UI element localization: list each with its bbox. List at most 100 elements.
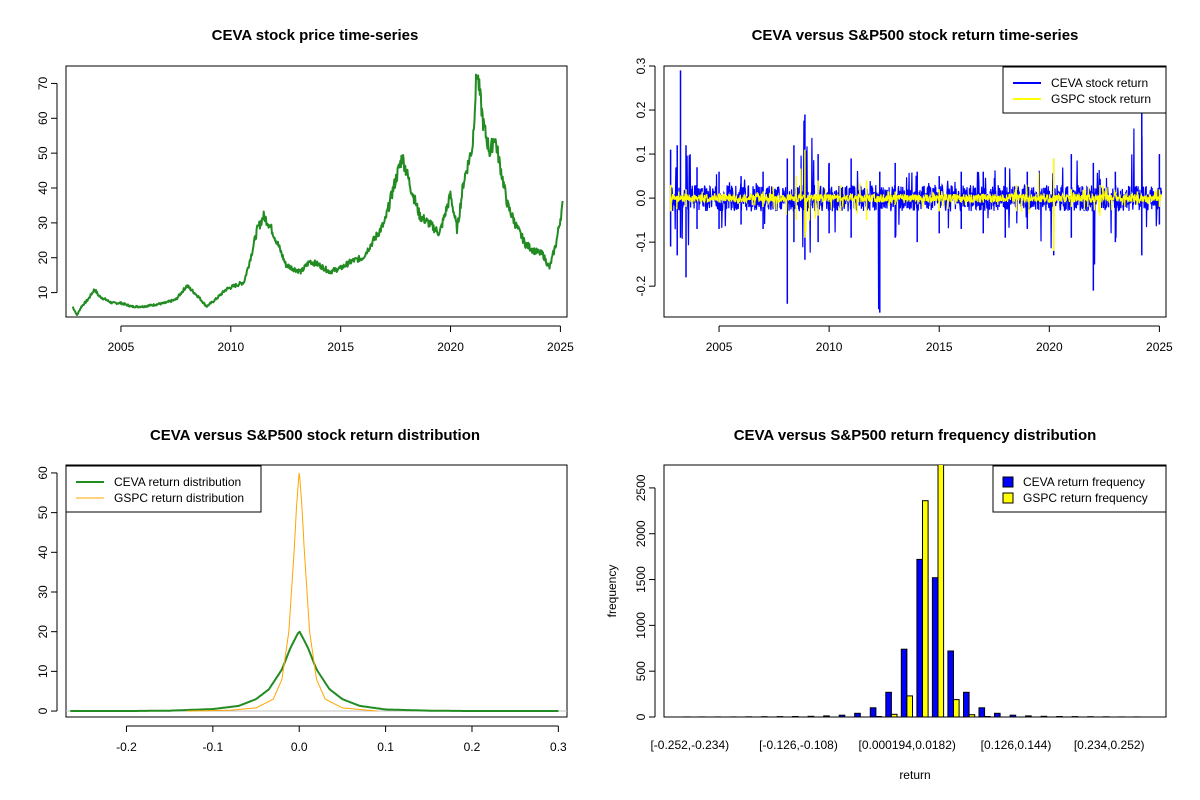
price-series-line [71, 73, 564, 317]
return-distribution-panel: CEVA versus S&P500 stock return distribu… [36, 427, 568, 754]
x-tick-label: 2015 [926, 340, 953, 354]
frequency-distribution-panel: CEVA versus S&P500 return frequency dist… [605, 427, 1167, 782]
x-tick-label: [0.000194,0.0182) [858, 738, 955, 752]
legend-label: GSPC return distribution [114, 491, 244, 505]
gspc-frequency-bar [984, 716, 991, 717]
ceva-frequency-bar [885, 691, 892, 717]
gspc-density-line [186, 472, 377, 712]
ceva-frequency-bar [1118, 716, 1125, 717]
gspc-frequency-bar [875, 716, 883, 717]
x-tick-label: 2005 [706, 340, 733, 354]
ceva-frequency-bar [683, 716, 691, 717]
ceva-frequency-bar [994, 712, 1001, 717]
x-tick-label: 2015 [327, 340, 354, 354]
gspc-frequency-bar [968, 714, 976, 717]
ceva-frequency-bar [869, 707, 877, 717]
ceva-frequency-bar [823, 715, 830, 717]
y-tick-label: 2000 [634, 520, 648, 547]
price-chart-panel: CEVA stock price time-series 2005 2010 201… [36, 27, 574, 354]
gspc-frequency-bar [890, 713, 898, 717]
frequency-distribution-title: CEVA versus S&P500 return frequency dist… [734, 427, 1097, 444]
y-tick-label: 1500 [634, 566, 648, 593]
legend-box [65, 465, 262, 513]
y-tick-label: -0.2 [634, 276, 648, 297]
ceva-frequency-bar [931, 577, 939, 717]
y-tick-label: 30 [36, 585, 50, 599]
ceva-frequency-bar [745, 716, 753, 717]
y-tick-label: 0 [36, 707, 50, 714]
y-tick-label: 50 [36, 506, 50, 520]
x-tick-label: 2005 [108, 340, 135, 354]
ceva-frequency-bar [838, 714, 846, 717]
y-tick-label: 20 [36, 251, 50, 265]
legend-label: CEVA return distribution [114, 475, 241, 489]
plot-frame [65, 65, 568, 318]
legend-label: GSPC stock return [1051, 92, 1151, 106]
x-tick-label: 2020 [1036, 340, 1063, 354]
plot-frame [65, 464, 568, 718]
ceva-frequency-bar [698, 716, 706, 717]
x-tick-label: 2020 [437, 340, 464, 354]
x-tick-label: -0.2 [116, 740, 137, 754]
ceva-frequency-bar [807, 715, 815, 717]
x-tick-label: [0.234,0.252) [1074, 738, 1145, 752]
ceva-frequency-bar [854, 712, 861, 717]
gspc-frequency-bar [937, 465, 945, 717]
ceva-frequency-bar [1102, 716, 1110, 717]
y-tick-label: 1000 [634, 612, 648, 639]
legend-box [992, 465, 1167, 513]
x-tick-label: 0.0 [291, 740, 308, 754]
ceva-frequency-bar [978, 707, 986, 717]
y-tick-label: 40 [36, 545, 50, 559]
y-tick-label: 60 [36, 111, 50, 125]
x-tick-label: 0.1 [377, 740, 394, 754]
y-tick-label: 0.1 [634, 145, 648, 162]
ceva-frequency-bar [1040, 715, 1048, 717]
ceva-frequency-bar [947, 650, 955, 717]
y-tick-label: 2500 [634, 474, 648, 501]
y-tick-label: 20 [36, 625, 50, 639]
y-tick-label: 10 [36, 664, 50, 678]
histogram-bars [683, 465, 1147, 717]
x-tick-label: [-0.126,-0.108) [759, 738, 838, 752]
return-timeseries-panel: CEVA versus S&P500 stock return time-ser… [634, 27, 1173, 354]
y-tick-label: 40 [36, 181, 50, 195]
y-tick-label: 0.0 [634, 189, 648, 206]
gspc-frequency-bar [922, 500, 929, 717]
ceva-frequency-bar [714, 716, 722, 717]
ceva-frequency-bar [1025, 715, 1032, 717]
legend-swatch [1002, 492, 1014, 504]
y-tick-label: 50 [36, 146, 50, 160]
x-tick-label: [0.126,0.144) [981, 738, 1052, 752]
y-tick-label: 60 [36, 466, 50, 480]
gspc-frequency-bar [906, 695, 914, 717]
plot-frame [663, 464, 1167, 718]
return-distribution-title: CEVA versus S&P500 stock return distribu… [150, 427, 480, 444]
x-tick-label: 0.2 [464, 740, 481, 754]
ceva-frequency-bar [1087, 716, 1094, 717]
legend-label: GSPC return frequency [1023, 491, 1148, 505]
gspc-return-line [670, 168, 1163, 245]
frequency-y-axis-label: frequency [605, 565, 619, 618]
plot-frame [663, 65, 1167, 318]
x-tick-label: 0.3 [550, 740, 567, 754]
legend-box [1002, 66, 1167, 114]
y-tick-label: -0.1 [634, 231, 648, 252]
ceva-frequency-bar [1133, 716, 1141, 717]
legend-label: CEVA stock return [1051, 76, 1148, 90]
y-tick-label: 0.3 [634, 57, 648, 74]
ceva-frequency-bar [1009, 714, 1017, 717]
x-tick-label: 2025 [1146, 340, 1173, 354]
ceva-frequency-bar [963, 691, 970, 717]
x-tick-label: 2010 [816, 340, 843, 354]
y-tick-label: 30 [36, 216, 50, 230]
x-tick-label: -0.1 [203, 740, 224, 754]
legend-label: CEVA return frequency [1023, 475, 1145, 489]
ceva-frequency-bar [761, 716, 768, 717]
ceva-frequency-bar [900, 648, 908, 717]
x-tick-label: 2025 [547, 340, 574, 354]
y-tick-label: 500 [634, 661, 648, 681]
ceva-frequency-bar [730, 716, 737, 717]
